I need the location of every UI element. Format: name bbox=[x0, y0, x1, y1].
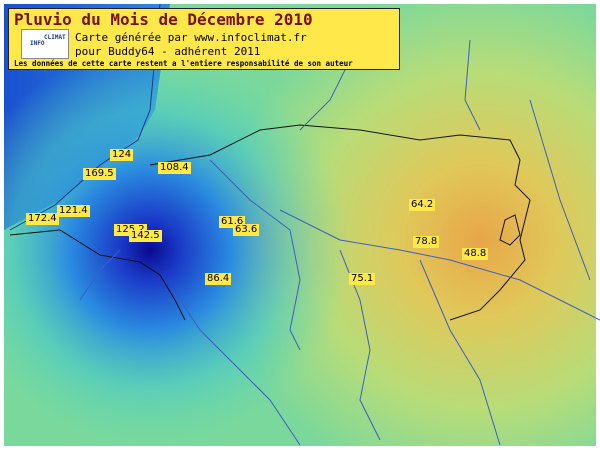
logo: INFO CLIMAT bbox=[21, 29, 69, 59]
station-value: 78.8 bbox=[413, 236, 440, 248]
field bbox=[4, 4, 596, 446]
station-value: 108.4 bbox=[158, 162, 191, 174]
station-value: 121.4 bbox=[57, 205, 90, 217]
station-value: 48.8 bbox=[462, 248, 489, 260]
station-value: 142.5 bbox=[129, 230, 162, 242]
credit-line: Carte générée par www.infoclimat.fr bbox=[75, 31, 307, 44]
credit-line: pour Buddy64 - adhérent 2011 bbox=[75, 45, 261, 58]
station-value: 172.4 bbox=[26, 213, 59, 225]
station-value: 75.1 bbox=[349, 273, 376, 285]
station-value: 124 bbox=[110, 149, 134, 161]
legend-box: Pluvio du Mois de Décembre 2010 INFO CLI… bbox=[8, 8, 400, 70]
borders bbox=[9, 124, 531, 321]
logo-text: INFO bbox=[30, 40, 45, 47]
station-value: 63.6 bbox=[233, 224, 260, 236]
station-value: 169.5 bbox=[83, 168, 116, 180]
station-value: 64.2 bbox=[409, 199, 436, 211]
logo-text: CLIMAT bbox=[44, 34, 66, 41]
map-title: Pluvio du Mois de Décembre 2010 bbox=[14, 10, 313, 29]
station-value: 86.4 bbox=[205, 273, 232, 285]
disclaimer: Les données de cette carte restent a l'e… bbox=[14, 59, 353, 68]
